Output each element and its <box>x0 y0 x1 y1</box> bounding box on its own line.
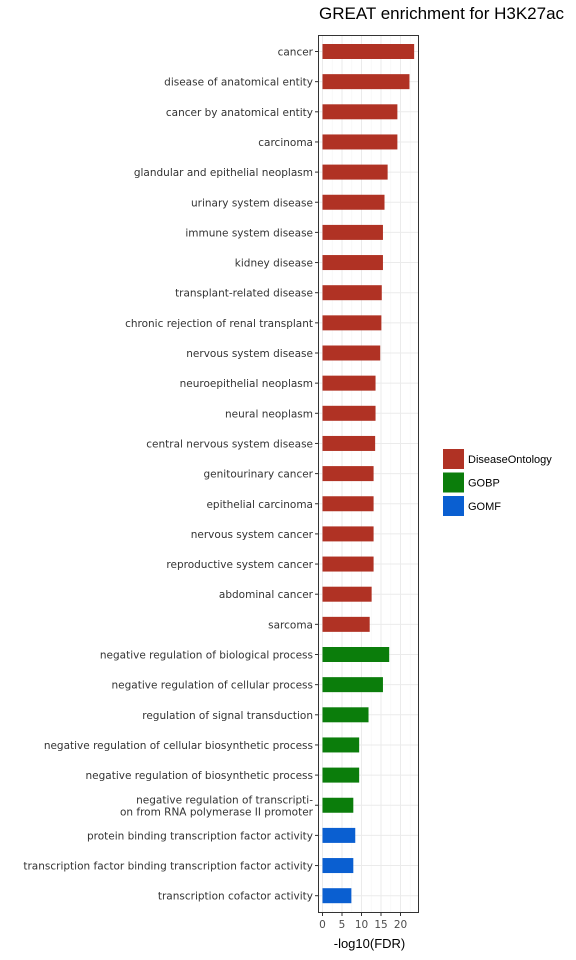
y-tick-label: protein binding transcription factor act… <box>87 830 313 842</box>
bar <box>322 737 360 753</box>
y-tick-label: chronic rejection of renal transplant <box>125 318 313 330</box>
legend-key <box>443 472 464 493</box>
x-tick-label: 15 <box>374 919 387 931</box>
y-tick-label: neural neoplasm <box>225 408 313 420</box>
y-tick-label: transcription factor binding transcripti… <box>23 861 313 873</box>
y-tick-label: nervous system disease <box>186 348 313 360</box>
x-tick-label: 10 <box>355 919 368 931</box>
bar <box>322 134 398 150</box>
y-tick-label: reproductive system cancer <box>166 559 313 571</box>
y-tick-label: abdominal cancer <box>219 589 314 601</box>
y-tick-label: negative regulation of biosynthetic proc… <box>86 770 313 782</box>
bar <box>322 858 354 874</box>
y-tick-label: sarcoma <box>268 619 313 631</box>
y-tick-label: epithelial carcinoma <box>206 499 313 511</box>
legend-label: DiseaseOntology <box>468 454 552 466</box>
bar <box>322 345 381 361</box>
y-tick-label: cancer <box>278 47 314 59</box>
bar <box>322 466 374 482</box>
x-tick-label: 20 <box>394 919 407 931</box>
plot-border <box>318 35 419 913</box>
bar <box>322 707 369 723</box>
legend-key <box>443 496 464 516</box>
y-tick-label: glandular and epithelial neoplasm <box>134 167 313 179</box>
bar <box>322 767 360 783</box>
legend-label: GOBP <box>468 478 500 490</box>
y-tick-label: negative regulation of biological proces… <box>100 650 313 662</box>
bar <box>322 194 385 210</box>
y-tick-label: negative regulation of cellular process <box>112 680 313 692</box>
y-tick-label: transcription cofactor activity <box>158 891 313 903</box>
chart-title: GREAT enrichment for H3K27ac <box>319 4 565 23</box>
y-tick-label: disease of anatomical entity <box>164 77 313 89</box>
bar <box>322 224 383 240</box>
y-tick-label: genitourinary cancer <box>204 469 314 481</box>
bar <box>322 164 388 180</box>
y-tick-label: immune system disease <box>185 227 313 239</box>
legend-label: GOMF <box>468 501 501 513</box>
x-tick-label: 5 <box>339 919 346 931</box>
bar <box>322 255 383 271</box>
y-tick-label: transplant-related disease <box>175 288 313 300</box>
x-tick-label: 0 <box>319 919 326 931</box>
bar <box>322 797 354 813</box>
bar <box>322 616 370 632</box>
bar <box>322 677 383 693</box>
bar <box>322 104 398 120</box>
bar <box>322 526 374 542</box>
y-tick-label: negative regulation of cellular biosynth… <box>44 740 313 752</box>
y-tick-label: urinary system disease <box>191 197 313 209</box>
bar <box>322 44 415 59</box>
x-axis-title: -log10(FDR) <box>334 936 406 951</box>
bar <box>322 647 390 662</box>
y-tick-label: cancer by anatomical entity <box>166 107 313 119</box>
y-tick-label: central nervous system disease <box>146 438 313 450</box>
bar <box>322 827 356 843</box>
bar <box>322 405 376 421</box>
bar <box>322 375 376 391</box>
y-tick-label: regulation of signal transduction <box>142 710 313 722</box>
bar <box>322 315 382 331</box>
legend-key <box>443 449 464 469</box>
bar <box>322 435 376 451</box>
bar <box>322 586 372 602</box>
y-tick-label: kidney disease <box>235 258 313 270</box>
bar <box>322 285 382 301</box>
bar <box>322 74 410 90</box>
bar <box>322 496 374 512</box>
y-tick-label: negative regulation of transcripti-on fr… <box>120 794 314 818</box>
y-tick-label: nervous system cancer <box>191 529 314 541</box>
bar <box>322 888 352 904</box>
y-tick-label: neuroepithelial neoplasm <box>180 378 313 390</box>
y-tick-label: carcinoma <box>258 137 313 149</box>
bar <box>322 556 374 572</box>
